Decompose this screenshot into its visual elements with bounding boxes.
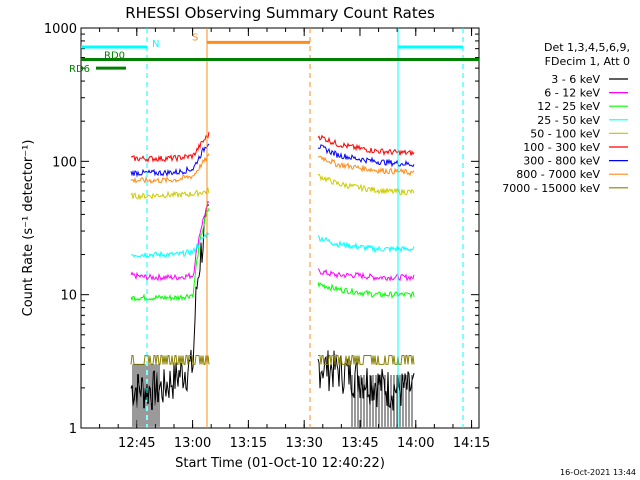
legend-label: 12 - 25 keV (537, 100, 600, 113)
legend-label: 800 - 7000 keV (516, 168, 600, 181)
series-line (130, 143, 210, 178)
x-tick-label: 13:45 (341, 436, 378, 451)
x-tick-label: 13:15 (230, 436, 267, 451)
y-axis-label: Count Rate (s⁻¹ detector⁻¹) (21, 140, 36, 317)
legend-label: 50 - 100 keV (530, 127, 600, 140)
timestamp: 16-Oct-2021 13:44 (560, 468, 636, 477)
legend-header-2: FDecim 1, Att 0 (545, 55, 630, 68)
x-tick-label: 12:45 (118, 436, 155, 451)
annotation-label: RD6 (69, 64, 90, 75)
legend-label: 3 - 6 keV (551, 73, 600, 86)
legend-label: 100 - 300 keV (523, 141, 600, 154)
annotation-label: RD0 (104, 51, 125, 62)
plot-area: 1 10 100 1000 12:45 13:00 13:15 13:30 13:45 14:00… (44, 22, 490, 451)
x-axis-label: Start Time (01-Oct-10 12:40:22) (175, 456, 385, 471)
series-line (130, 208, 210, 302)
y-tick-label: 1 (69, 422, 77, 437)
series-line (130, 204, 210, 410)
y-tick-label: 10 (60, 289, 77, 304)
legend-label: 7000 - 15000 keV (502, 182, 600, 195)
legend-label: 300 - 800 keV (523, 155, 600, 168)
legend-header-1: Det 1,3,4,5,6,9, (544, 41, 630, 54)
annotation-label: S (192, 32, 198, 43)
x-tick-label: 14:15 (453, 436, 490, 451)
series-line (130, 355, 210, 365)
y-tick-label: 1000 (44, 22, 77, 37)
series-line (130, 153, 210, 184)
series-line (130, 230, 210, 259)
series-line (130, 187, 210, 201)
legend-label: 6 - 12 keV (544, 87, 600, 100)
annotation-label: N (152, 39, 159, 50)
y-tick-label: 100 (52, 155, 77, 170)
plot-frame (80, 27, 480, 429)
series-line (130, 131, 210, 163)
legend-label: 25 - 50 keV (537, 114, 600, 127)
series-line (130, 200, 210, 282)
x-tick-label: 13:00 (174, 436, 211, 451)
x-tick-label: 14:00 (397, 436, 434, 451)
x-tick-label: 13:30 (285, 436, 322, 451)
chart-title: RHESSI Observing Summary Count Rates (125, 4, 435, 22)
